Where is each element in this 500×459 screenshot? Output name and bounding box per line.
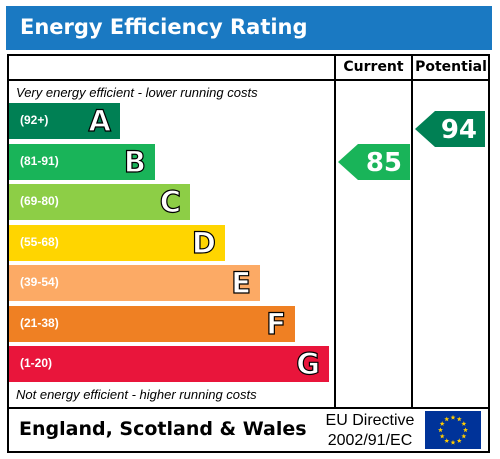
rating-frame [7,54,490,453]
band-c: (69-80) C [9,184,190,220]
band-letter: D [191,225,216,260]
band-g: (1-20) G [9,346,329,382]
eu-directive-line1: EU Directive [325,412,415,429]
band-letter: E [231,265,252,300]
footer-rule [7,407,490,409]
eu-star-icon [450,414,456,420]
country-label: England, Scotland & Wales [19,418,307,440]
bottom-note: Not energy efficient - higher running co… [16,387,257,402]
chart-title: Energy Efficiency Rating [20,15,308,39]
eu-star-icon [456,438,462,443]
header-rule [7,79,490,81]
band-letter: F [266,306,287,341]
eu-star-icon [461,421,467,426]
band-range: (81-91) [20,154,59,168]
band-range: (39-54) [20,275,59,289]
band-letter: A [88,103,112,138]
eu-star-icon [439,433,445,439]
band-range: (1-20) [20,356,53,370]
current-column-divider [334,55,336,409]
eu-star-icon [463,427,468,433]
current-column-header: Current [343,59,404,75]
eu-flag-icon [425,411,481,449]
eu-star-icon [461,433,467,439]
band-letter: B [123,144,146,179]
band-range: (69-80) [20,194,59,208]
title-bar: Energy Efficiency Rating [6,6,492,50]
band-a: (92+) A [9,103,120,139]
band-b: (81-91) B [9,144,155,180]
band-f: (21-38) F [9,306,295,342]
potential-column-header: Potential [415,59,487,75]
potential-rating-value: 94 [440,115,477,145]
current-rating-value: 85 [365,148,402,178]
band-e: (39-54) E [9,265,260,301]
band-range: (92+) [20,113,49,127]
top-note: Very energy efficient - lower running co… [16,85,258,100]
band-letter: C [159,184,182,219]
eu-star-icon [444,438,450,443]
band-range: (55-68) [20,235,59,249]
eu-star-icon [456,416,462,422]
eu-star-icon [450,439,456,445]
band-range: (21-38) [20,316,59,330]
eu-star-icon [439,421,445,426]
eu-star-icon [444,416,450,422]
band-d: (55-68) D [9,225,225,261]
band-letter: G [296,346,321,381]
eu-directive-line2: 2002/91/EC [327,432,413,449]
potential-column-divider [411,55,413,409]
eu-star-icon [438,427,443,433]
eu-directive: EU Directive 2002/91/EC [318,411,422,451]
